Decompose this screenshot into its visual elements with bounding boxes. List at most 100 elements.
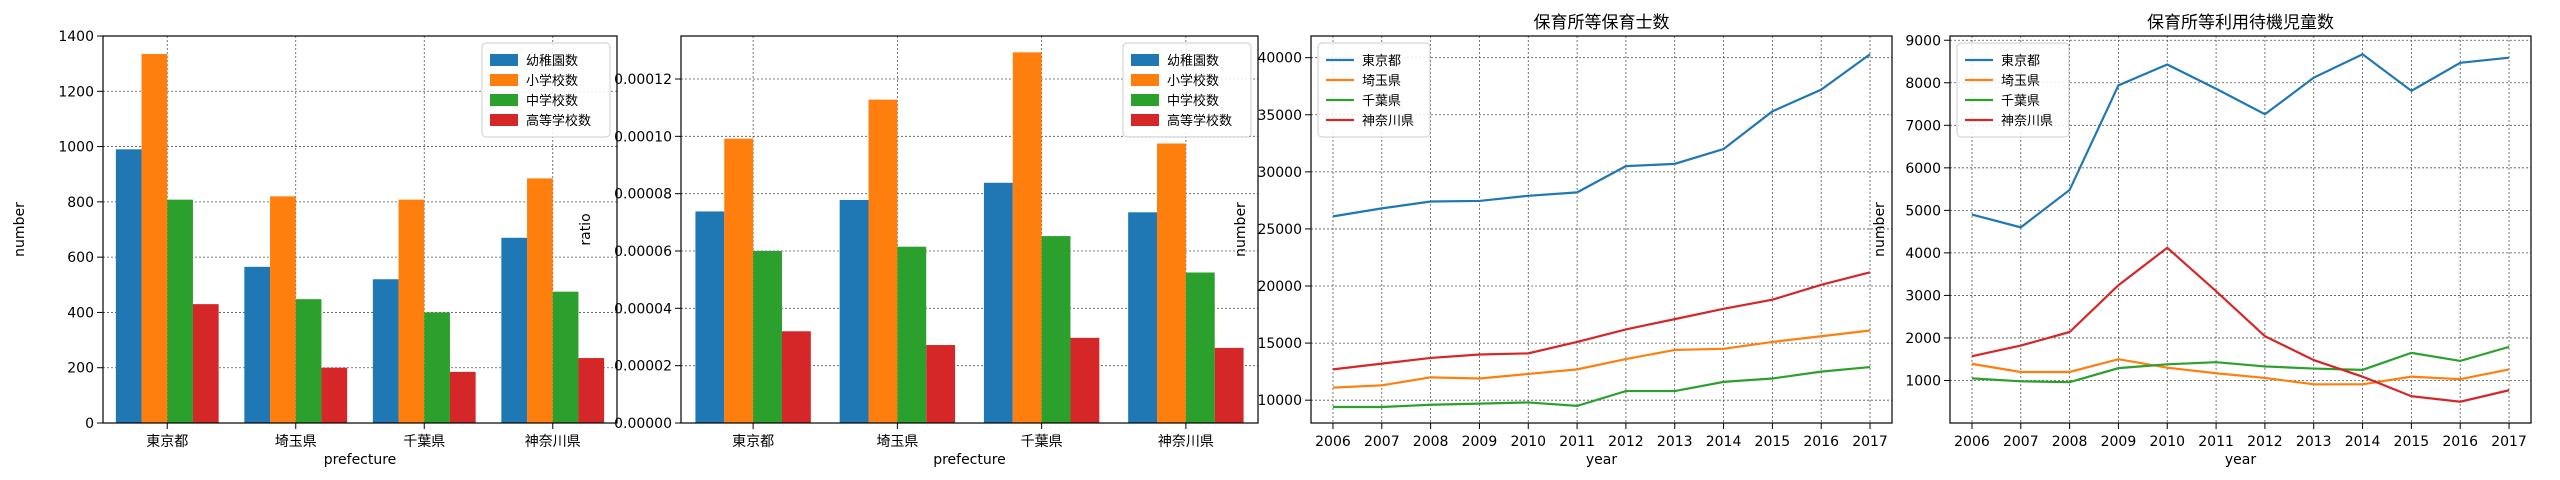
x-axis-label: year bbox=[1586, 452, 1617, 468]
x-tick-label: 2013 bbox=[1657, 434, 1693, 450]
y-axis-label: number bbox=[12, 202, 28, 257]
y-axis-label: number bbox=[1872, 202, 1888, 257]
y-tick-label: 2000 bbox=[1905, 331, 1941, 347]
series-line-1 bbox=[1332, 53, 1871, 218]
legend-label: 中学校数 bbox=[1167, 93, 1219, 109]
x-tick-label: 2009 bbox=[1462, 434, 1498, 450]
bar-1-1 bbox=[695, 211, 725, 423]
y-tick-label: 0.00002 bbox=[614, 359, 672, 375]
y-axis-label: ratio bbox=[578, 213, 594, 245]
x-tick-label: 東京都 bbox=[732, 434, 774, 450]
x-tick-label: 2009 bbox=[2101, 434, 2137, 450]
x-tick-label: 2007 bbox=[2003, 434, 2039, 450]
y-tick-label: 25000 bbox=[1257, 222, 1302, 238]
series-line-4 bbox=[1332, 271, 1871, 371]
y-tick-label: 6000 bbox=[1905, 161, 1941, 177]
x-tick-label: 2010 bbox=[1510, 434, 1546, 450]
x-tick-label: 2013 bbox=[2296, 434, 2332, 450]
x-tick-label: 2011 bbox=[2198, 434, 2234, 450]
chart-4: 1000 2000 3000 4000 5000 6000 7000 8000 9000 2006… bbox=[1872, 13, 2532, 468]
bar-2-3 bbox=[1012, 52, 1042, 424]
y-tick-label: 0.00012 bbox=[614, 72, 672, 88]
chart-2: 0.00000 0.00002 0.00004 0.00006 0.00008 0.000… bbox=[578, 35, 1259, 468]
legend-label: 東京都 bbox=[1362, 53, 1401, 69]
bar-3-3 bbox=[424, 312, 450, 423]
bar-3-4 bbox=[552, 291, 579, 423]
y-tick-label: 5000 bbox=[1905, 203, 1941, 219]
x-tick-label: 2017 bbox=[1852, 434, 1888, 450]
y-tick-label: 35000 bbox=[1257, 108, 1302, 124]
y-tick-label: 20000 bbox=[1257, 279, 1302, 295]
x-tick-label: 2016 bbox=[2442, 434, 2478, 450]
y-tick-label: 9000 bbox=[1905, 33, 1941, 49]
bar-3-4 bbox=[1185, 272, 1215, 423]
legend-swatch bbox=[1131, 74, 1159, 86]
x-tick-label: 2011 bbox=[1559, 434, 1595, 450]
plot-frame bbox=[1310, 35, 1893, 424]
x-tick-label: 2008 bbox=[1413, 434, 1449, 450]
legend-label: 千葉県 bbox=[1362, 94, 1401, 109]
x-tick-label: 2008 bbox=[2052, 434, 2088, 450]
bar-3-1 bbox=[167, 199, 193, 423]
y-tick-label: 40000 bbox=[1257, 51, 1302, 67]
x-tick-label: 2014 bbox=[2345, 434, 2381, 450]
legend-label: 幼稚園数 bbox=[526, 54, 578, 69]
legend-label: 小学校数 bbox=[526, 73, 578, 89]
bar-4-3 bbox=[1070, 337, 1100, 423]
x-tick-label: 2007 bbox=[1364, 434, 1400, 450]
legend-swatch bbox=[490, 114, 518, 126]
bar-2-3 bbox=[398, 199, 425, 423]
x-tick-label: 神奈川県 bbox=[1158, 434, 1214, 450]
chart-1: 0 200 400 600 800 1000 1200 1400 東京都 埼玉県 千葉県 神奈川県 pr… bbox=[12, 29, 618, 468]
series-line-3 bbox=[1332, 365, 1871, 409]
bar-1-3 bbox=[983, 182, 1013, 423]
y-tick-label: 0.00006 bbox=[614, 244, 672, 260]
x-tick-label: 東京都 bbox=[146, 434, 188, 450]
y-tick-label: 0.00008 bbox=[614, 187, 672, 203]
legend-label: 中学校数 bbox=[526, 93, 578, 109]
x-axis-label: prefecture bbox=[324, 452, 397, 468]
y-tick-label: 3000 bbox=[1905, 288, 1941, 304]
x-tick-label: 千葉県 bbox=[1021, 434, 1063, 450]
y-axis-label: number bbox=[1233, 202, 1249, 257]
bar-1-1 bbox=[115, 149, 142, 424]
x-tick-label: 2016 bbox=[1803, 434, 1839, 450]
legend-box bbox=[1317, 42, 1431, 138]
y-tick-label: 8000 bbox=[1905, 76, 1941, 92]
legend-label: 埼玉県 bbox=[2001, 74, 2040, 89]
plot-frame bbox=[1949, 35, 2532, 424]
bar-3-3 bbox=[1041, 236, 1071, 423]
x-tick-label: 千葉県 bbox=[403, 434, 445, 450]
bar-4-2 bbox=[926, 345, 956, 423]
bar-1-2 bbox=[244, 266, 271, 423]
legend-swatch bbox=[1131, 54, 1159, 66]
x-tick-label: 2006 bbox=[1315, 434, 1351, 450]
legend-swatch bbox=[490, 94, 518, 106]
x-tick-label: 2006 bbox=[1954, 434, 1990, 450]
x-tick-label: 2012 bbox=[1608, 434, 1644, 450]
x-tick-label: 2015 bbox=[2394, 434, 2430, 450]
bar-3-1 bbox=[753, 251, 782, 423]
bar-2-2 bbox=[270, 196, 296, 423]
bar-2-2 bbox=[868, 99, 898, 423]
legend-label: 高等学校数 bbox=[1167, 113, 1232, 129]
y-tick-label: 1000 bbox=[58, 140, 94, 156]
bar-1-2 bbox=[839, 199, 869, 423]
plot-frame bbox=[680, 35, 1259, 424]
chart-title: 保育所等保育士数 bbox=[1534, 13, 1670, 33]
bar-1-4 bbox=[1128, 212, 1158, 423]
legend-label: 幼稚園数 bbox=[1167, 54, 1219, 69]
x-tick-label: 2015 bbox=[1755, 434, 1791, 450]
y-tick-label: 1400 bbox=[58, 29, 94, 45]
y-tick-label: 0.00004 bbox=[614, 301, 672, 317]
bar-3-2 bbox=[897, 246, 927, 423]
legend-label: 神奈川県 bbox=[1362, 114, 1414, 129]
y-tick-label: 4000 bbox=[1905, 246, 1941, 262]
chart-title: 保育所等利用待機児童数 bbox=[2147, 13, 2334, 33]
bar-1-4 bbox=[501, 237, 528, 423]
bar-2-1 bbox=[724, 138, 754, 424]
